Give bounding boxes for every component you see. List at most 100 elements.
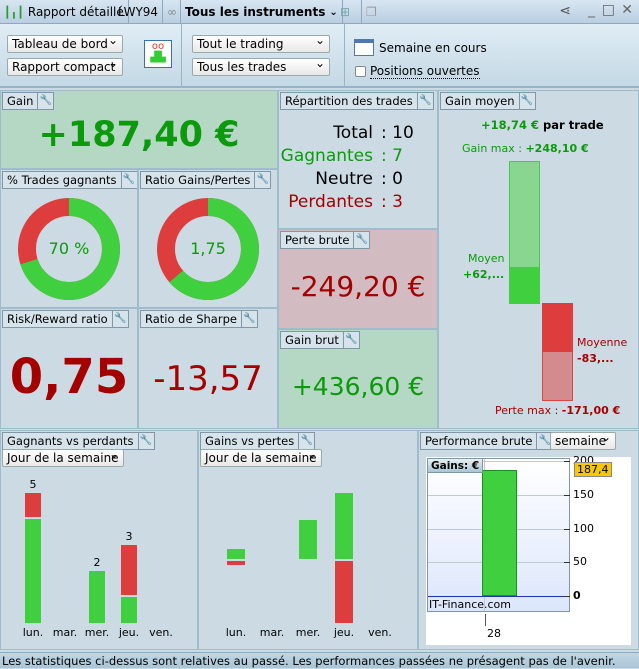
y-tick [564, 461, 570, 463]
y-tick-label: 150 [573, 487, 594, 501]
per-trade-value: +18,74 € [481, 118, 540, 132]
wrench-icon[interactable]: 🔧 [416, 93, 433, 109]
wrench-icon[interactable]: 🔧 [342, 332, 359, 348]
panel-header: Ratio de Sharpe 🔧 [140, 310, 258, 328]
panel-header: Gain 🔧 [2, 92, 55, 110]
wrench-icon[interactable]: 🔧 [518, 93, 535, 109]
maximize-icon[interactable]: □ [601, 2, 615, 18]
wrench-icon[interactable]: 🔧 [137, 433, 154, 449]
perte-max-value: -171,00 € [561, 404, 621, 417]
copy-icon[interactable]: ❐ [366, 5, 377, 19]
gain-max-value: +248,10 € [525, 142, 589, 155]
panel-title: Ratio Gains/Pertes [145, 173, 251, 187]
link-icon[interactable]: ∞ [163, 0, 181, 24]
total-label: 3 [125, 530, 133, 543]
calendar-icon[interactable] [354, 39, 374, 56]
gl-grouping-select[interactable]: Jour de la semaine [200, 446, 322, 467]
ratio-value: 1,75 [190, 239, 226, 258]
moyenne-label: Moyenne [577, 336, 628, 349]
y-tick [564, 596, 570, 597]
gain-moyen-panel: Gain moyen 🔧 +18,74 € par trade Gain max … [438, 90, 639, 429]
repartition-panel: Répartition des trades 🔧 Total : 10 Gagnant… [278, 90, 438, 229]
mode-select[interactable]: Rapport compact [7, 55, 123, 76]
perte-brute-panel: Perte brute 🔧 -249,20 € [278, 229, 438, 329]
gain-avg-bar [509, 267, 540, 304]
chevron-down-icon: ⌄ [329, 6, 338, 18]
perte-brute-value: -249,20 € [290, 270, 426, 303]
ratio-panel: Ratio Gains/Pertes 🔧 1,75 [138, 169, 278, 308]
instruments-dropdown[interactable]: Tous les instruments ⌄ [181, 0, 343, 24]
gain-brut-value: +436,60 € [291, 372, 425, 401]
divider [181, 24, 182, 88]
report-tab[interactable]: ┃╻┃ Rapport détaillé [0, 0, 129, 24]
minimize-icon[interactable]: _ [588, 2, 595, 18]
gain-max-row: Gain max : +248,10 € [462, 142, 589, 155]
performance-panel: Performance brute🔧 semaine Gains: € IT-F… [418, 430, 639, 650]
win-arc [18, 198, 120, 300]
loss-bar [335, 561, 353, 623]
winners-losers-panel: Gagnants vs perdants 🔧 Jour de la semaine… [0, 430, 198, 650]
row-label: Gagnantes [280, 146, 373, 166]
trading-select[interactable]: Tout le trading [192, 32, 330, 53]
gain-brut-panel: Gain brut 🔧 +436,60 € [278, 329, 438, 429]
wrench-icon[interactable]: 🔧 [37, 93, 53, 109]
gain-panel: Gain 🔧 +187,40 € [0, 90, 278, 169]
period-label[interactable]: Semaine en cours [379, 41, 487, 55]
share-icon[interactable]: ⋖ [559, 3, 571, 19]
panel-header: Répartition des trades 🔧 [280, 92, 434, 110]
panel-title: Gagnants vs perdants [7, 434, 134, 448]
y-tick [564, 528, 570, 530]
row-value: : 10 [381, 123, 414, 143]
row-label: Total [333, 123, 373, 143]
gain-value: +187,40 € [38, 115, 240, 155]
open-positions-label[interactable]: Positions ouvertes [370, 64, 480, 79]
view-select[interactable]: Tableau de bord [7, 32, 123, 53]
row-value: : 3 [381, 192, 403, 212]
close-icon[interactable]: ✕ [621, 2, 633, 18]
panel-title: Gains vs pertes [205, 434, 295, 448]
panel-title: Gain [7, 94, 34, 108]
risk-reward-value: 0,75 [9, 349, 129, 405]
day-label: mar. [52, 626, 78, 639]
x-tick [485, 614, 486, 626]
wrench-icon[interactable]: 🔧 [111, 311, 128, 327]
row-value: : 0 [381, 169, 403, 189]
title-bar: ┃╻┃ Rapport détaillé LWY94 ∞ Tous les in… [0, 0, 639, 24]
wrench-icon[interactable]: 🔧 [536, 433, 552, 449]
wrench-icon[interactable]: 🔧 [298, 433, 314, 449]
panel-title: Perte brute [285, 233, 350, 247]
period-select[interactable]: semaine [550, 431, 616, 450]
day-label: lun. [22, 626, 44, 639]
loss-bar [25, 493, 41, 517]
trades-select[interactable]: Tous les trades [192, 55, 330, 76]
candlestick-icon: ┃╻┃ [4, 5, 24, 19]
moyen-label: Moyen [468, 252, 505, 265]
repartition-row: Gagnantes: 7 [281, 146, 415, 166]
y-tick-label: 50 [573, 555, 587, 569]
legend-label: Gains: € [428, 459, 484, 473]
ratio-donut [157, 198, 259, 300]
account-label[interactable]: LWY94 [114, 0, 164, 24]
wl-grouping-select[interactable]: Jour de la semaine [2, 446, 124, 467]
panel-title: Gain brut [285, 333, 339, 347]
total-label: 2 [93, 556, 101, 569]
per-trade-row: +18,74 € par trade [481, 118, 604, 132]
win-arc [157, 198, 259, 300]
wrench-icon[interactable]: 🔧 [120, 172, 137, 188]
gain-bar [227, 548, 245, 559]
open-positions-checkbox[interactable] [355, 66, 366, 77]
y-tick [564, 494, 570, 496]
add-chart-icon[interactable]: ⊞ [336, 0, 362, 24]
gain-max-bar [509, 161, 540, 267]
loss-bar [121, 545, 137, 595]
panel-header: Risk/Reward ratio 🔧 [2, 310, 129, 328]
repartition-row: Total : 10 [333, 123, 415, 143]
day-label: lun. [225, 626, 247, 639]
day-label: jeu. [333, 626, 355, 639]
wrench-icon[interactable]: 🔧 [240, 311, 257, 327]
perte-max-row: Perte max : -171,00 € [495, 404, 620, 417]
perte-max-label: Perte max : [495, 404, 559, 417]
wrench-icon[interactable]: 🔧 [254, 172, 270, 188]
report-settings-icon[interactable]: oo ▟▙ [144, 40, 172, 68]
wrench-icon[interactable]: 🔧 [353, 232, 369, 248]
